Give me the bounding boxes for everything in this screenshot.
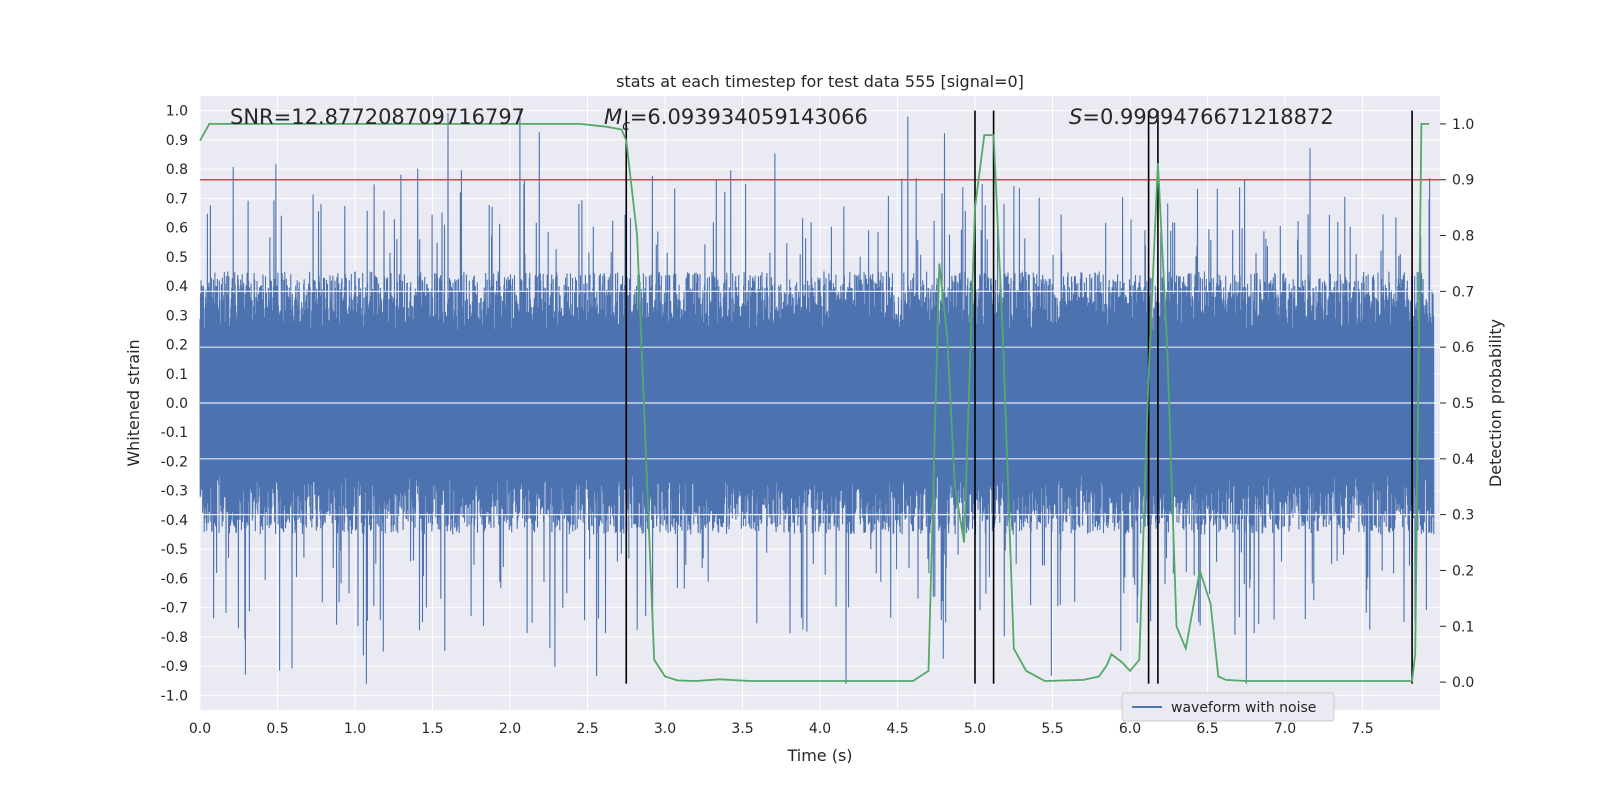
y2-tick-label: 0.2 — [1452, 563, 1474, 579]
y2-tick-label: 0.9 — [1452, 173, 1474, 189]
x-tick-label: 3.0 — [654, 721, 676, 737]
y2-tick-label: 0.3 — [1452, 508, 1474, 524]
x-tick-label: 6.0 — [1119, 721, 1141, 737]
y-tick-label: -0.2 — [161, 454, 188, 470]
y-tick-label: 1.0 — [166, 104, 188, 120]
y-tick-label: -0.7 — [161, 601, 188, 617]
y2-axis-ticks: 1.0 0.9 0.8 0.7 0.6 0.5 0.4 0.3 0.2 0.1 0.0 — [1440, 117, 1474, 691]
y-tick-label: -0.4 — [161, 513, 188, 529]
significance-annotation: S=0.9999476671218872 — [1069, 105, 1334, 129]
y-tick-label: 0.9 — [166, 133, 188, 149]
x-tick-label: 4.0 — [809, 721, 831, 737]
chirp-mass-subscript: c — [622, 118, 630, 134]
y-tick-label: -0.8 — [161, 630, 188, 646]
chirp-mass-annotation: Mc=6.093934059143066 — [604, 105, 868, 134]
y2-tick-label: 0.4 — [1452, 452, 1474, 468]
chirp-mass-symbol: M — [604, 105, 622, 129]
probability-series — [199, 123, 1430, 682]
y-tick-label: -1.0 — [161, 688, 188, 704]
y2-tick-label: 0.6 — [1452, 340, 1474, 356]
x-tick-label: 0.5 — [266, 721, 288, 737]
x-tick-label: 2.5 — [576, 721, 598, 737]
legend-label: waveform with noise — [1171, 700, 1316, 716]
y-axis-ticks: 1.0 0.9 0.8 0.7 0.6 0.5 0.4 0.3 0.2 0.1 0.0 -0.1 -0.… — [161, 104, 188, 705]
significance-value: =0.9999476671218872 — [1082, 105, 1333, 129]
y-tick-label: 0.2 — [166, 338, 188, 354]
y-tick-label: -0.3 — [161, 484, 188, 500]
y-tick-label: 0.3 — [166, 308, 188, 324]
y-tick-label: -0.1 — [161, 425, 188, 441]
x-tick-label: 5.5 — [1041, 721, 1063, 737]
y2-tick-label: 0.8 — [1452, 229, 1474, 245]
y2-tick-label: 0.0 — [1452, 675, 1474, 691]
probability-line — [199, 123, 1430, 682]
x-tick-label: 7.0 — [1274, 721, 1296, 737]
x-tick-label: 1.5 — [421, 721, 443, 737]
x-axis-ticks: 0.0 0.5 1.0 1.5 2.0 2.5 3.0 3.5 4.0 4.5 5.0 5.5 6.0 6… — [189, 721, 1374, 737]
waveform-series — [199, 110, 1435, 684]
legend: waveform with noise — [1121, 692, 1335, 722]
y-tick-label: -0.6 — [161, 571, 188, 587]
chirp-mass-value: =6.093934059143066 — [630, 105, 868, 129]
y-tick-label: 0.4 — [166, 279, 188, 295]
x-tick-label: 3.5 — [731, 721, 753, 737]
x-tick-label: 1.0 — [344, 721, 366, 737]
y2-tick-label: 0.1 — [1452, 619, 1474, 635]
y-axis-label: Whitened strain — [124, 339, 143, 466]
y2-tick-label: 0.7 — [1452, 284, 1474, 300]
x-tick-label: 6.5 — [1196, 721, 1218, 737]
y-tick-label: -0.9 — [161, 659, 188, 675]
y-tick-label: 0.1 — [166, 367, 188, 383]
chart-title: stats at each timestep for test data 555… — [616, 72, 1024, 91]
y-tick-label: 0.0 — [166, 396, 188, 412]
y-tick-label: -0.5 — [161, 542, 188, 558]
significance-symbol: S — [1069, 105, 1082, 129]
y2-axis-label: Detection probability — [1486, 319, 1505, 487]
x-tick-label: 4.5 — [886, 721, 908, 737]
x-tick-label: 5.0 — [964, 721, 986, 737]
y-tick-label: 0.5 — [166, 250, 188, 266]
x-tick-label: 7.5 — [1351, 721, 1373, 737]
y-tick-label: 0.8 — [166, 162, 188, 178]
y2-tick-label: 0.5 — [1452, 396, 1474, 412]
grid-overlay — [200, 290, 1440, 516]
waveform-line — [199, 110, 1435, 684]
y-tick-label: 0.6 — [166, 221, 188, 237]
y-tick-label: 0.7 — [166, 191, 188, 207]
x-tick-label: 2.0 — [499, 721, 521, 737]
x-axis-label: Time (s) — [786, 746, 852, 765]
snr-annotation: SNR=12.877208709716797 — [230, 105, 525, 129]
legend-box — [1121, 692, 1335, 722]
y2-tick-label: 1.0 — [1452, 117, 1474, 133]
x-tick-label: 0.0 — [189, 721, 211, 737]
